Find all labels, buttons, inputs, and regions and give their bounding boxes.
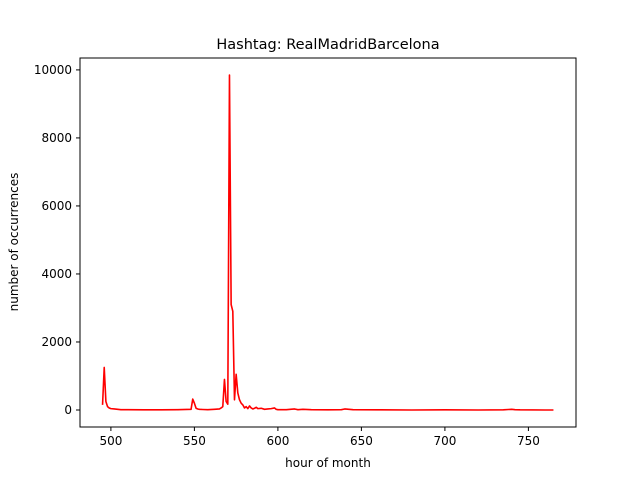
x-axis-label: hour of month (285, 456, 371, 470)
x-tick-label: 550 (183, 434, 206, 448)
y-axis-label: number of occurrences (7, 173, 21, 312)
y-tick-label: 4000 (41, 267, 72, 281)
y-tick-label: 2000 (41, 335, 72, 349)
x-tick-label: 650 (350, 434, 373, 448)
plot-area (101, 74, 554, 411)
y-tick-label: 10000 (34, 63, 72, 77)
series-line (101, 74, 554, 411)
y-axis: 0 2000 4000 6000 8000 10000 (34, 63, 80, 417)
chart-title: Hashtag: RealMadridBarcelona (216, 37, 439, 53)
x-axis: 500 550 600 650 700 750 (99, 427, 540, 448)
y-tick-label: 6000 (41, 199, 72, 213)
x-tick-label: 500 (99, 434, 122, 448)
x-tick-label: 750 (517, 434, 540, 448)
x-tick-label: 700 (433, 434, 456, 448)
x-tick-label: 600 (266, 434, 289, 448)
plot-frame (79, 57, 577, 428)
y-tick-label: 0 (64, 403, 72, 417)
y-tick-label: 8000 (41, 131, 72, 145)
